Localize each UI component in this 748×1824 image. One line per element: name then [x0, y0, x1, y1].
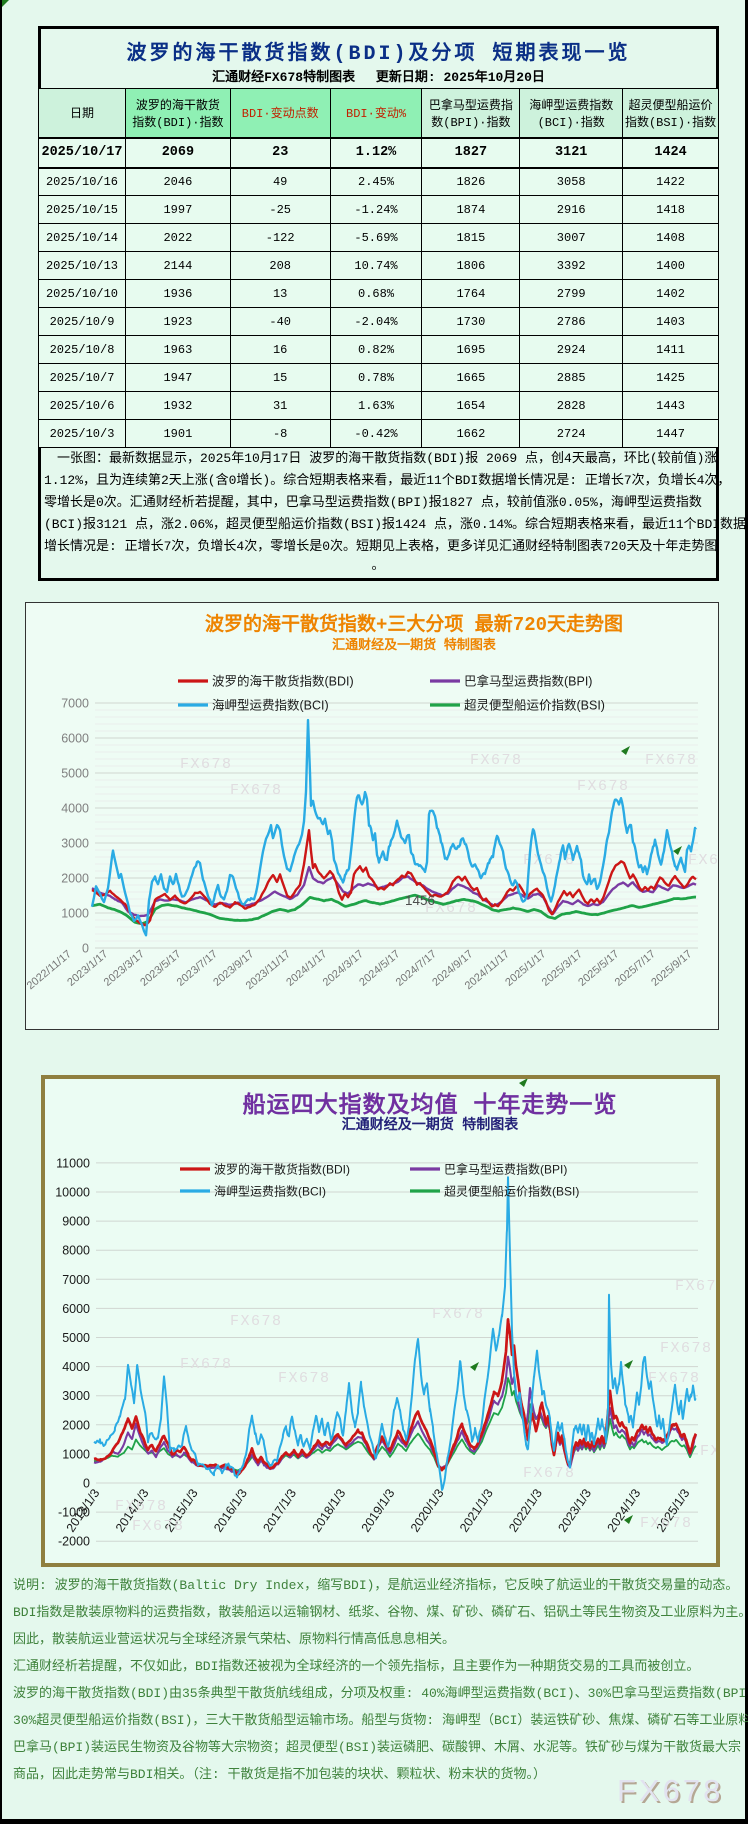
svg-text:FX678: FX678	[700, 1443, 716, 1460]
svg-text:超灵便型船运价指数(BSI): 超灵便型船运价指数(BSI)	[464, 698, 605, 713]
svg-text:FX678: FX678	[675, 1278, 716, 1295]
svg-text:0: 0	[82, 942, 89, 956]
svg-text:FX678: FX678	[180, 1356, 233, 1373]
svg-text:10000: 10000	[55, 1186, 90, 1200]
svg-text:FX678: FX678	[688, 852, 718, 869]
svg-text:9000: 9000	[62, 1215, 90, 1229]
svg-text:2025/9/17: 2025/9/17	[649, 948, 694, 989]
svg-text:FX678: FX678	[230, 1313, 283, 1330]
svg-text:FX678: FX678	[523, 1465, 576, 1482]
svg-text:1456: 1456	[405, 893, 435, 908]
svg-text:波罗的海干散货指数(BDI): 波罗的海干散货指数(BDI)	[214, 1162, 350, 1177]
svg-text:巴拿马型运费指数(BPI): 巴拿马型运费指数(BPI)	[444, 1162, 567, 1177]
svg-text:FX678: FX678	[278, 1370, 331, 1387]
svg-text:0: 0	[83, 1477, 90, 1491]
svg-text:2022/1/3: 2022/1/3	[506, 1486, 545, 1534]
svg-text:-2000: -2000	[58, 1535, 90, 1549]
svg-text:FX678: FX678	[115, 1498, 168, 1515]
svg-text:4000: 4000	[62, 1360, 90, 1374]
svg-text:5000: 5000	[61, 767, 89, 781]
svg-text:6000: 6000	[61, 732, 89, 746]
svg-text:2021/1/3: 2021/1/3	[457, 1486, 496, 1534]
svg-text:2020/1/3: 2020/1/3	[408, 1486, 447, 1534]
svg-text:7000: 7000	[61, 697, 89, 711]
svg-text:11000: 11000	[56, 1156, 90, 1170]
svg-text:FX678: FX678	[640, 1515, 693, 1532]
svg-text:5000: 5000	[62, 1331, 90, 1345]
svg-text:2017/1/3: 2017/1/3	[260, 1486, 299, 1534]
svg-text:FX678: FX678	[660, 1340, 713, 1357]
svg-text:1000: 1000	[62, 1447, 90, 1461]
svg-text:2024/1/3: 2024/1/3	[605, 1486, 644, 1534]
svg-text:FX678: FX678	[648, 1370, 701, 1387]
svg-text:FX678: FX678	[425, 900, 478, 917]
svg-text:3000: 3000	[62, 1389, 90, 1403]
svg-text:FX678: FX678	[180, 756, 233, 773]
svg-text:FX678: FX678	[470, 752, 523, 769]
svg-text:-1000: -1000	[58, 1506, 90, 1520]
svg-text:巴拿马型运费指数(BPI): 巴拿马型运费指数(BPI)	[464, 674, 592, 689]
svg-text:4000: 4000	[61, 802, 89, 816]
svg-text:8000: 8000	[62, 1244, 90, 1258]
svg-text:海岬型运费指数(BCI): 海岬型运费指数(BCI)	[212, 698, 329, 713]
svg-text:3000: 3000	[61, 837, 89, 851]
svg-text:2018/1/3: 2018/1/3	[310, 1486, 349, 1534]
svg-text:6000: 6000	[62, 1302, 90, 1316]
svg-text:2000: 2000	[62, 1418, 90, 1432]
svg-text:超灵便型船运价指数(BSI): 超灵便型船运价指数(BSI)	[444, 1184, 579, 1199]
svg-text:FX678: FX678	[645, 752, 698, 769]
svg-text:7000: 7000	[62, 1273, 90, 1287]
svg-text:海岬型运费指数(BCI): 海岬型运费指数(BCI)	[214, 1184, 326, 1199]
svg-text:2016/1/3: 2016/1/3	[211, 1486, 250, 1534]
svg-text:2019/1/3: 2019/1/3	[359, 1486, 398, 1534]
svg-text:2022/11/17: 2022/11/17	[26, 948, 74, 992]
svg-text:FX678: FX678	[577, 778, 630, 795]
svg-text:1000: 1000	[61, 907, 89, 921]
svg-text:FX678: FX678	[132, 1518, 185, 1535]
svg-text:2023/1/3: 2023/1/3	[555, 1486, 594, 1534]
svg-text:2000: 2000	[61, 872, 89, 886]
svg-text:FX678: FX678	[432, 1306, 485, 1323]
svg-text:波罗的海干散货指数(BDI): 波罗的海干散货指数(BDI)	[212, 674, 354, 689]
svg-text:FX678: FX678	[230, 782, 283, 799]
